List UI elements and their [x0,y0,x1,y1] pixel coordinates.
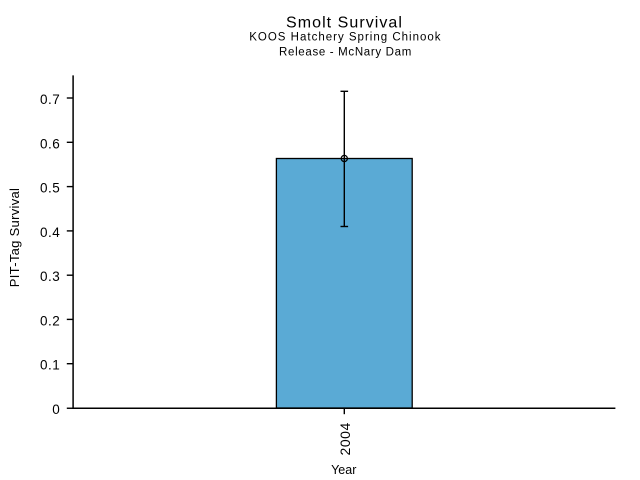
svg-text:Smolt Survival: Smolt Survival [286,14,403,31]
svg-text:0.1: 0.1 [40,358,60,373]
svg-text:0.3: 0.3 [40,269,60,284]
svg-text:0.2: 0.2 [40,313,60,328]
svg-text:2004: 2004 [337,422,353,455]
svg-text:Release - McNary Dam: Release - McNary Dam [279,47,412,59]
svg-text:0: 0 [52,402,60,417]
svg-text:Year: Year [331,463,356,477]
svg-text:0.5: 0.5 [40,181,60,196]
svg-text:0.4: 0.4 [40,225,60,240]
svg-text:PIT-Tag Survival: PIT-Tag Survival [7,188,22,287]
svg-text:0.7: 0.7 [40,92,60,107]
svg-text:KOOS Hatchery Spring Chinook: KOOS Hatchery Spring Chinook [249,31,441,43]
svg-text:0.6: 0.6 [40,136,60,151]
